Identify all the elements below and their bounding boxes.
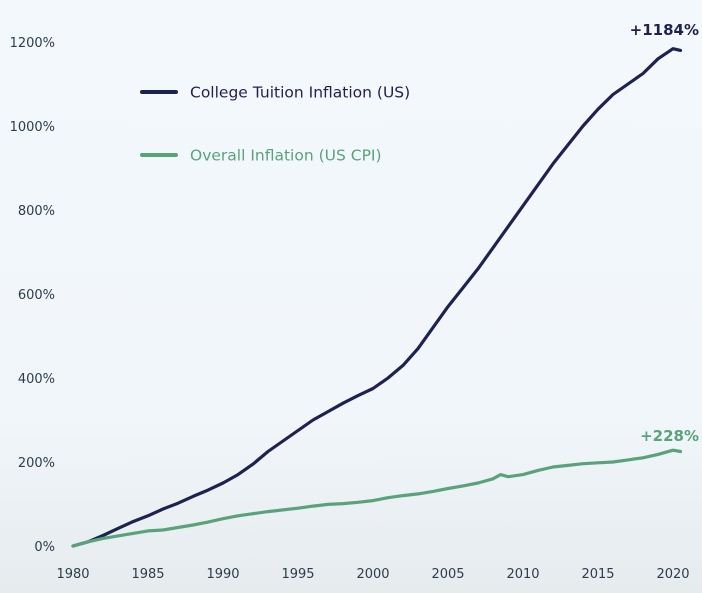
- y-tick-label: 1000%: [10, 120, 55, 135]
- x-tick-label: 1980: [56, 567, 89, 582]
- x-tick-label: 2005: [431, 567, 464, 582]
- legend: College Tuition Inflation (US) Overall In…: [140, 84, 410, 165]
- legend-label: College Tuition Inflation (US): [190, 84, 410, 102]
- x-tick-label: 2015: [581, 567, 614, 582]
- series-line-0: [71, 47, 683, 548]
- x-tick-label: 2000: [356, 567, 389, 582]
- y-tick-label: 200%: [18, 456, 55, 471]
- y-axis-ticks: 0% 200% 400% 600% 800% 1000% 1200%: [10, 36, 55, 555]
- x-tick-label: 1990: [206, 567, 239, 582]
- x-tick-label: 2010: [506, 567, 539, 582]
- legend-label: Overall Inflation (US CPI): [190, 147, 382, 165]
- y-tick-label: 600%: [18, 288, 55, 303]
- y-tick-label: 0%: [34, 540, 55, 555]
- series-end-label: +228%: [640, 427, 699, 445]
- y-tick-label: 1200%: [10, 36, 55, 51]
- series-lines: [71, 47, 683, 548]
- x-tick-label: 1985: [131, 567, 164, 582]
- x-tick-label: 1995: [281, 567, 314, 582]
- x-tick-label: 2020: [656, 567, 689, 582]
- series-line-1: [71, 448, 683, 548]
- end-labels: +1184% +228%: [630, 21, 699, 445]
- y-tick-label: 400%: [18, 372, 55, 387]
- series-end-label: +1184%: [630, 21, 699, 39]
- y-tick-label: 800%: [18, 204, 55, 219]
- x-axis-ticks: 1980 1985 1990 1995 2000 2005 2010 2015 2020: [56, 567, 689, 582]
